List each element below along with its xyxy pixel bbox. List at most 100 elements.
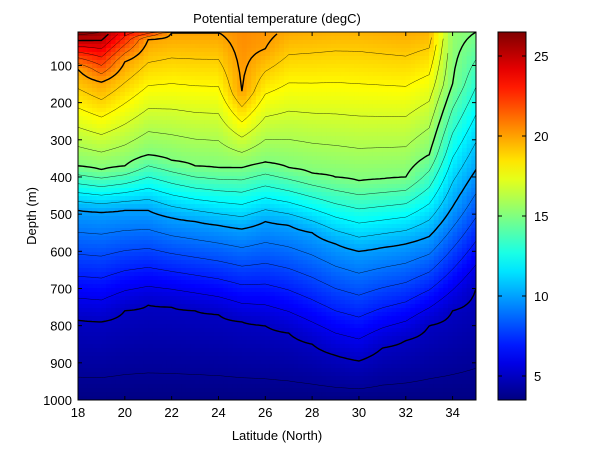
heatmap-cell — [260, 36, 266, 41]
heatmap-cell — [195, 160, 201, 165]
heatmap-cell — [101, 180, 107, 185]
heatmap-cell — [204, 228, 210, 233]
heatmap-cell — [227, 60, 234, 65]
heatmap-cell — [101, 164, 107, 169]
heatmap-cell — [223, 152, 229, 157]
heatmap-cell — [312, 204, 318, 209]
heatmap-cell — [166, 292, 173, 297]
heatmap-cell — [176, 360, 182, 365]
heatmap-cell — [82, 204, 88, 209]
heatmap-cell — [279, 44, 285, 49]
heatmap-cell — [316, 148, 323, 153]
heatmap-cell — [152, 268, 159, 273]
heatmap-cell — [195, 116, 201, 121]
heatmap-cell — [143, 48, 149, 53]
heatmap-cell — [209, 344, 215, 349]
heatmap-cell — [138, 200, 145, 205]
heatmap-cell — [166, 252, 173, 257]
heatmap-cell — [124, 100, 131, 105]
heatmap-cell — [232, 56, 238, 61]
heatmap-cell — [87, 296, 93, 301]
heatmap-cell — [204, 288, 210, 293]
heatmap-cell — [120, 332, 126, 337]
heatmap-cell — [255, 56, 262, 61]
heatmap-cell — [218, 324, 224, 329]
heatmap-cell — [92, 152, 98, 157]
heatmap-cell — [298, 248, 304, 253]
heatmap-cell — [96, 364, 103, 369]
heatmap-cell — [148, 284, 154, 289]
heatmap-cell — [307, 64, 313, 69]
heatmap-cell — [124, 244, 131, 249]
heatmap-cell — [181, 228, 187, 233]
heatmap-cell — [138, 244, 145, 249]
heatmap-cell — [288, 344, 294, 349]
heatmap-cell — [92, 340, 98, 345]
heatmap-cell — [171, 380, 177, 385]
heatmap-cell — [148, 40, 154, 45]
heatmap-cell — [237, 324, 243, 329]
heatmap-cell — [232, 80, 238, 85]
heatmap-cell — [110, 384, 117, 389]
heatmap-cell — [162, 240, 168, 245]
heatmap-cell — [251, 336, 257, 341]
heatmap-cell — [78, 140, 84, 145]
heatmap-cell — [260, 104, 266, 109]
heatmap-cell — [269, 64, 276, 69]
heatmap-cell — [124, 168, 131, 173]
heatmap-cell — [195, 60, 201, 65]
heatmap-cell — [115, 216, 121, 221]
heatmap-cell — [288, 128, 294, 133]
heatmap-cell — [171, 296, 177, 301]
heatmap-cell — [129, 316, 135, 321]
heatmap-cell — [171, 32, 177, 37]
heatmap-cell — [237, 264, 243, 269]
heatmap-cell — [232, 272, 238, 277]
heatmap-cell — [279, 200, 285, 205]
heatmap-cell — [284, 224, 290, 229]
heatmap-cell — [251, 364, 257, 369]
heatmap-cell — [124, 260, 131, 265]
heatmap-cell — [185, 356, 191, 361]
heatmap-cell — [110, 204, 117, 209]
heatmap-cell — [120, 92, 126, 97]
heatmap-cell — [326, 72, 332, 77]
heatmap-cell — [269, 316, 276, 321]
heatmap-cell — [185, 284, 191, 289]
heatmap-cell — [237, 308, 243, 313]
heatmap-cell — [185, 108, 191, 113]
heatmap-cell — [115, 328, 121, 333]
heatmap-cell — [148, 80, 154, 85]
heatmap-cell — [265, 348, 271, 353]
heatmap-cell — [138, 332, 145, 337]
heatmap-cell — [152, 56, 159, 61]
heatmap-cell — [148, 264, 154, 269]
heatmap-cell — [321, 96, 327, 101]
heatmap-cell — [232, 260, 238, 265]
heatmap-cell — [199, 264, 206, 269]
heatmap-cell — [274, 208, 280, 213]
heatmap-cell — [101, 360, 107, 365]
heatmap-cell — [237, 368, 243, 373]
heatmap-cell — [223, 364, 229, 369]
heatmap-cell — [265, 200, 271, 205]
heatmap-cell — [213, 384, 220, 389]
heatmap-cell — [185, 340, 191, 345]
heatmap-cell — [190, 220, 196, 225]
heatmap-cell — [162, 300, 168, 305]
heatmap-cell — [312, 388, 318, 393]
heatmap-cell — [162, 132, 168, 137]
heatmap-cell — [185, 168, 191, 173]
heatmap-cell — [101, 268, 107, 273]
heatmap-cell — [166, 320, 173, 325]
heatmap-cell — [298, 276, 304, 281]
heatmap-cell — [134, 204, 140, 209]
heatmap-cell — [218, 72, 224, 77]
heatmap-cell — [204, 196, 210, 201]
heatmap-cell — [152, 84, 159, 89]
heatmap-cell — [298, 84, 304, 89]
heatmap-cell — [218, 176, 224, 181]
heatmap-cell — [134, 96, 140, 101]
heatmap-cell — [232, 360, 238, 365]
heatmap-cell — [274, 64, 280, 69]
